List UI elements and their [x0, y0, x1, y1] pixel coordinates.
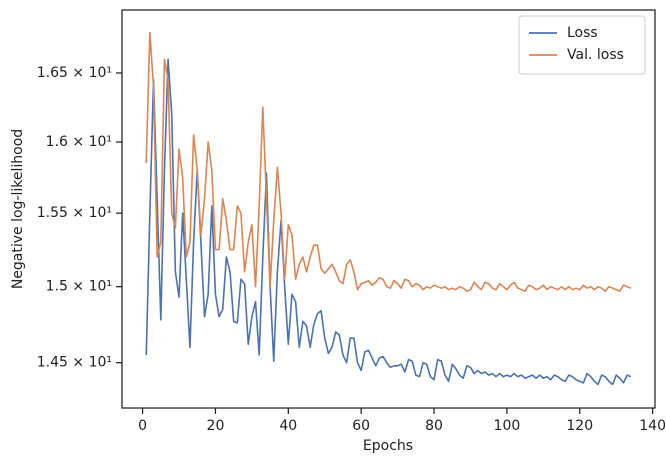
legend-label: Loss	[567, 25, 598, 41]
y-tick-label: 1.45 × 10¹	[37, 355, 112, 371]
plot-frame	[121, 9, 656, 409]
legend-box	[518, 15, 646, 75]
y-tick-label: 1.5 × 10¹	[46, 279, 112, 295]
y-tick-label: 1.6 × 10¹	[46, 134, 112, 150]
x-tick-label: 0	[138, 418, 147, 434]
x-tick-label: 120	[566, 418, 593, 434]
x-tick-label: 40	[279, 418, 297, 434]
y-tick-label: 1.65 × 10¹	[37, 65, 112, 81]
legend-label: Val. loss	[567, 47, 624, 63]
series-line	[145, 31, 632, 292]
x-tick-label: 140	[639, 418, 666, 434]
series-line	[145, 58, 632, 386]
y-axis-label: Negative log-likelihood	[10, 129, 26, 289]
y-tick-label: 1.55 × 10¹	[37, 205, 112, 221]
x-tick-label: 60	[352, 418, 370, 434]
x-tick-label: 80	[425, 418, 443, 434]
x-tick-label: 20	[207, 418, 225, 434]
x-tick-label: 100	[494, 418, 521, 434]
x-axis-label: Epochs	[363, 438, 413, 454]
